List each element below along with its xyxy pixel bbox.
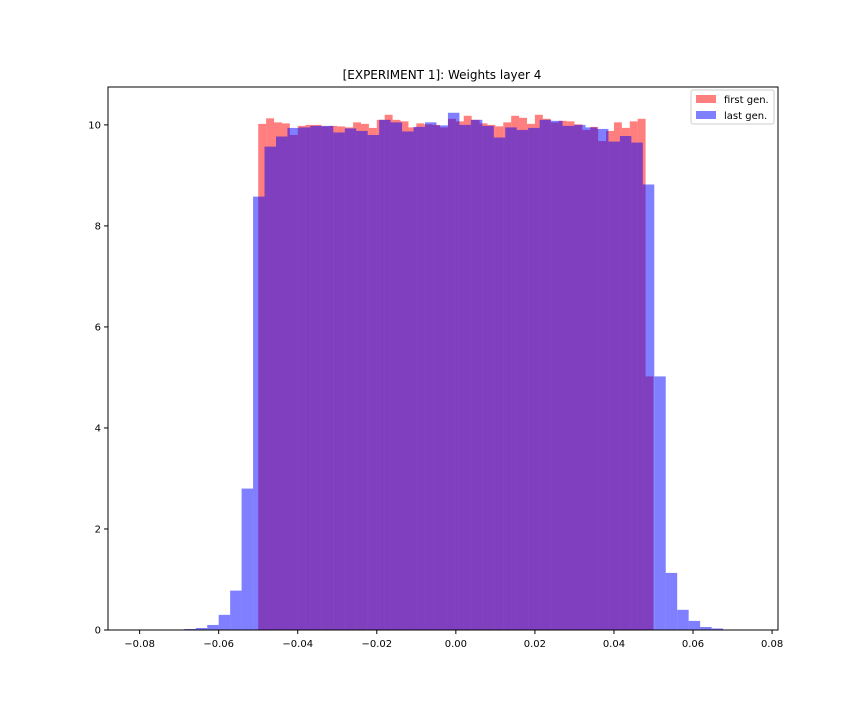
bar-last-gen: [688, 620, 701, 630]
bar-last-gen: [218, 614, 231, 630]
bar-last-gen: [654, 376, 666, 630]
x-tick-label: 0.08: [761, 639, 783, 650]
bar-last-gen: [356, 130, 368, 630]
bar-last-gen: [333, 132, 345, 630]
bar-last-gen: [482, 125, 494, 630]
bar-last-gen: [539, 119, 552, 630]
x-tick-label: −0.04: [282, 639, 313, 650]
legend-label-last-gen: last gen.: [724, 111, 767, 122]
y-tick-label: 6: [95, 322, 101, 333]
series-last-gen-bars: [184, 112, 724, 631]
bar-last-gen: [493, 137, 506, 630]
bar-last-gen: [425, 122, 437, 631]
bar-last-gen: [631, 142, 643, 630]
bar-last-gen: [275, 136, 288, 630]
bar-last-gen: [344, 128, 357, 631]
bar-last-gen: [402, 131, 414, 630]
bar-last-gen: [367, 134, 380, 631]
bar-last-gen: [390, 122, 403, 631]
bar-last-gen: [665, 572, 678, 630]
bar-last-gen: [585, 127, 597, 630]
y-tick-label: 0: [95, 626, 101, 637]
bar-last-gen: [711, 628, 724, 630]
bar-last-gen: [264, 146, 276, 630]
plot-frame: [107, 86, 779, 631]
x-tick-label: −0.08: [124, 639, 155, 650]
bar-last-gen: [230, 590, 242, 630]
bar-last-gen: [184, 628, 196, 630]
bar-last-gen: [436, 125, 448, 630]
y-tick-label: 8: [95, 221, 101, 232]
x-tick-label: 0.00: [445, 639, 467, 650]
x-tick-label: 0.02: [524, 639, 546, 650]
bar-last-gen: [470, 119, 483, 630]
bar-last-gen: [310, 125, 322, 630]
bar-last-gen: [459, 124, 471, 630]
x-tick-label: −0.02: [361, 639, 392, 650]
bar-last-gen: [619, 136, 632, 630]
bar-last-gen: [574, 124, 586, 630]
bar-last-gen: [596, 128, 609, 631]
bar-last-gen: [413, 126, 426, 631]
legend-swatch-last-gen: [696, 111, 716, 119]
legend: first gen. last gen.: [690, 89, 775, 125]
bar-last-gen: [642, 184, 655, 631]
bar-last-gen: [677, 609, 689, 630]
chart-title: [EXPERIMENT 1]: Weights layer 4: [343, 68, 542, 82]
bar-last-gen: [253, 196, 265, 631]
bar-last-gen: [505, 127, 517, 630]
bar-last-gen: [516, 129, 529, 630]
bar-last-gen: [700, 626, 712, 630]
legend-label-first-gen: first gen.: [724, 95, 769, 106]
y-tick-label: 4: [95, 423, 101, 434]
bar-last-gen: [562, 125, 575, 630]
bar-last-gen: [287, 127, 299, 630]
y-tick-label: 2: [95, 524, 101, 535]
x-axis-ticks: −0.08 −0.06 −0.04 −0.02 0.00 0.02 0.04 0.06 0.08: [124, 630, 783, 650]
x-tick-label: 0.04: [603, 639, 625, 650]
x-tick-label: 0.06: [682, 639, 704, 650]
bar-last-gen: [528, 127, 540, 630]
bar-last-gen: [298, 127, 311, 630]
y-axis-ticks: 0 2 4 6 8 10: [88, 120, 108, 637]
bar-last-gen: [207, 624, 219, 630]
bar-last-gen: [447, 112, 460, 630]
y-tick-label: 10: [88, 120, 101, 131]
bar-last-gen: [551, 120, 563, 630]
bar-last-gen: [608, 141, 620, 631]
bar-last-gen: [321, 125, 334, 630]
bar-last-gen: [379, 119, 391, 630]
bar-last-gen: [195, 627, 208, 630]
legend-swatch-first-gen: [696, 95, 716, 103]
bar-last-gen: [241, 488, 254, 630]
x-tick-label: −0.06: [203, 639, 234, 650]
